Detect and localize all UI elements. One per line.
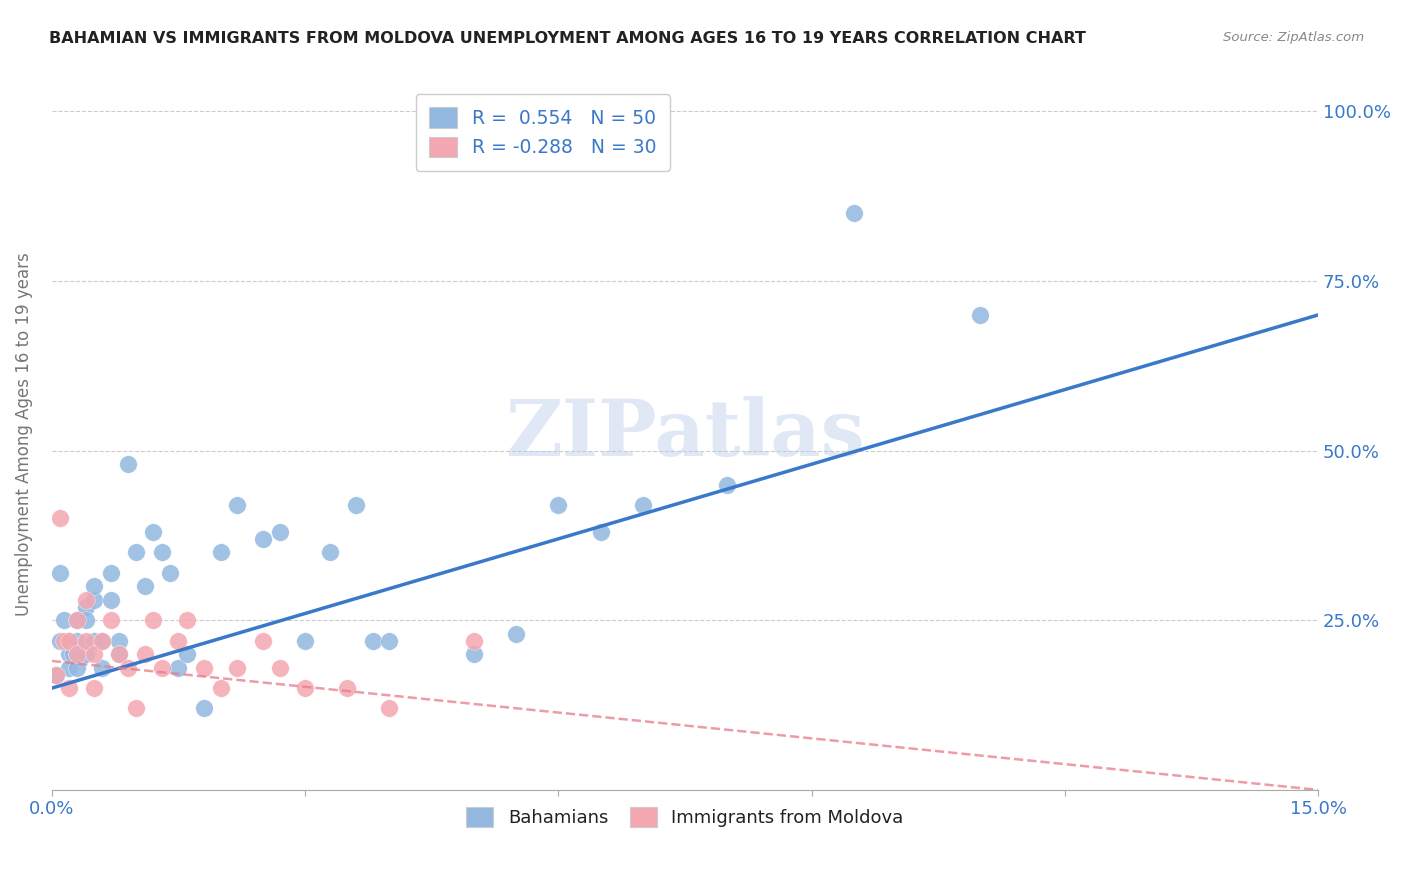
Point: [294, 681, 316, 695]
Point: [142, 613, 165, 627]
Point: [226, 661, 249, 675]
Point: [66, 613, 89, 627]
Point: [66, 633, 89, 648]
Point: [66, 647, 89, 661]
Point: [269, 661, 291, 675]
Point: [361, 633, 384, 648]
Point: [176, 613, 198, 627]
Point: [66, 661, 89, 675]
Text: ZIPatlas: ZIPatlas: [505, 396, 865, 472]
Legend: Bahamians, Immigrants from Moldova: Bahamians, Immigrants from Moldova: [458, 800, 911, 834]
Point: [58, 633, 80, 648]
Point: [66, 613, 89, 627]
Point: [269, 524, 291, 539]
Point: [75, 599, 97, 614]
Point: [75, 593, 97, 607]
Point: [167, 661, 190, 675]
Point: [159, 566, 181, 580]
Point: [100, 566, 122, 580]
Point: [45, 667, 67, 681]
Point: [53, 633, 76, 648]
Point: [108, 647, 131, 661]
Point: [150, 545, 173, 559]
Point: [547, 498, 569, 512]
Point: [58, 661, 80, 675]
Point: [45, 667, 67, 681]
Text: BAHAMIAN VS IMMIGRANTS FROM MOLDOVA UNEMPLOYMENT AMONG AGES 16 TO 19 YEARS CORRE: BAHAMIAN VS IMMIGRANTS FROM MOLDOVA UNEM…: [49, 31, 1085, 46]
Point: [83, 593, 105, 607]
Point: [226, 498, 249, 512]
Point: [150, 661, 173, 675]
Point: [969, 308, 991, 322]
Point: [75, 647, 97, 661]
Point: [336, 681, 359, 695]
Point: [193, 661, 215, 675]
Point: [58, 647, 80, 661]
Point: [83, 681, 105, 695]
Point: [842, 206, 865, 220]
Point: [193, 701, 215, 715]
Point: [100, 613, 122, 627]
Point: [209, 681, 232, 695]
Point: [91, 633, 114, 648]
Point: [58, 681, 80, 695]
Point: [108, 647, 131, 661]
Point: [83, 579, 105, 593]
Point: [505, 627, 527, 641]
Point: [91, 633, 114, 648]
Point: [66, 647, 89, 661]
Point: [176, 647, 198, 661]
Point: [319, 545, 342, 559]
Point: [463, 633, 485, 648]
Point: [252, 532, 274, 546]
Point: [62, 647, 84, 661]
Point: [49, 566, 72, 580]
Point: [49, 633, 72, 648]
Point: [463, 647, 485, 661]
Point: [53, 613, 76, 627]
Point: [117, 457, 139, 471]
Point: [134, 647, 156, 661]
Point: [75, 633, 97, 648]
Point: [378, 633, 401, 648]
Point: [83, 647, 105, 661]
Point: [142, 524, 165, 539]
Point: [125, 701, 148, 715]
Point: [294, 633, 316, 648]
Point: [91, 661, 114, 675]
Point: [125, 545, 148, 559]
Point: [83, 633, 105, 648]
Point: [344, 498, 367, 512]
Point: [589, 524, 612, 539]
Point: [100, 593, 122, 607]
Y-axis label: Unemployment Among Ages 16 to 19 years: Unemployment Among Ages 16 to 19 years: [15, 252, 32, 615]
Point: [58, 633, 80, 648]
Point: [209, 545, 232, 559]
Point: [631, 498, 654, 512]
Point: [378, 701, 401, 715]
Text: Source: ZipAtlas.com: Source: ZipAtlas.com: [1223, 31, 1364, 45]
Point: [252, 633, 274, 648]
Point: [75, 613, 97, 627]
Point: [117, 661, 139, 675]
Point: [108, 633, 131, 648]
Point: [134, 579, 156, 593]
Point: [49, 511, 72, 525]
Point: [716, 477, 738, 491]
Point: [167, 633, 190, 648]
